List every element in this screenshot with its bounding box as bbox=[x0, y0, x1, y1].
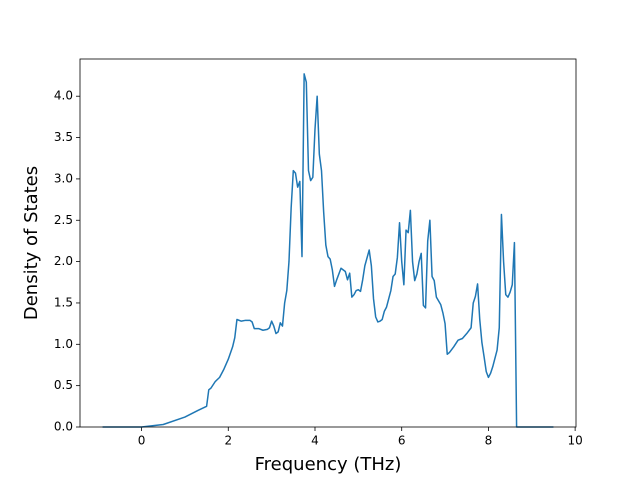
y-axis-label: Density of States bbox=[21, 166, 42, 320]
y-tick-label: 0.0 bbox=[54, 420, 73, 434]
plot-frame bbox=[79, 58, 577, 428]
y-tick-label: 2.0 bbox=[54, 254, 73, 268]
x-tick-label: 4 bbox=[311, 434, 319, 448]
line bbox=[102, 73, 554, 428]
y-tick-label: 2.5 bbox=[54, 213, 73, 227]
x-tick-label: 2 bbox=[224, 434, 232, 448]
y-tick-label: 1.0 bbox=[54, 337, 73, 351]
y-tick-label: 0.5 bbox=[54, 378, 73, 392]
y-tick-label: 1.5 bbox=[54, 295, 73, 309]
x-tick-label: 10 bbox=[567, 434, 582, 448]
y-tick-label: 3.0 bbox=[54, 171, 73, 185]
y-tick-label: 3.5 bbox=[54, 130, 73, 144]
x-axis-label: Frequency (THz) bbox=[255, 454, 402, 475]
x-tick-label: 6 bbox=[398, 434, 406, 448]
x-tick-label: 8 bbox=[485, 434, 493, 448]
x-tick-label: 0 bbox=[138, 434, 146, 448]
y-tick-label: 4.0 bbox=[54, 89, 73, 103]
